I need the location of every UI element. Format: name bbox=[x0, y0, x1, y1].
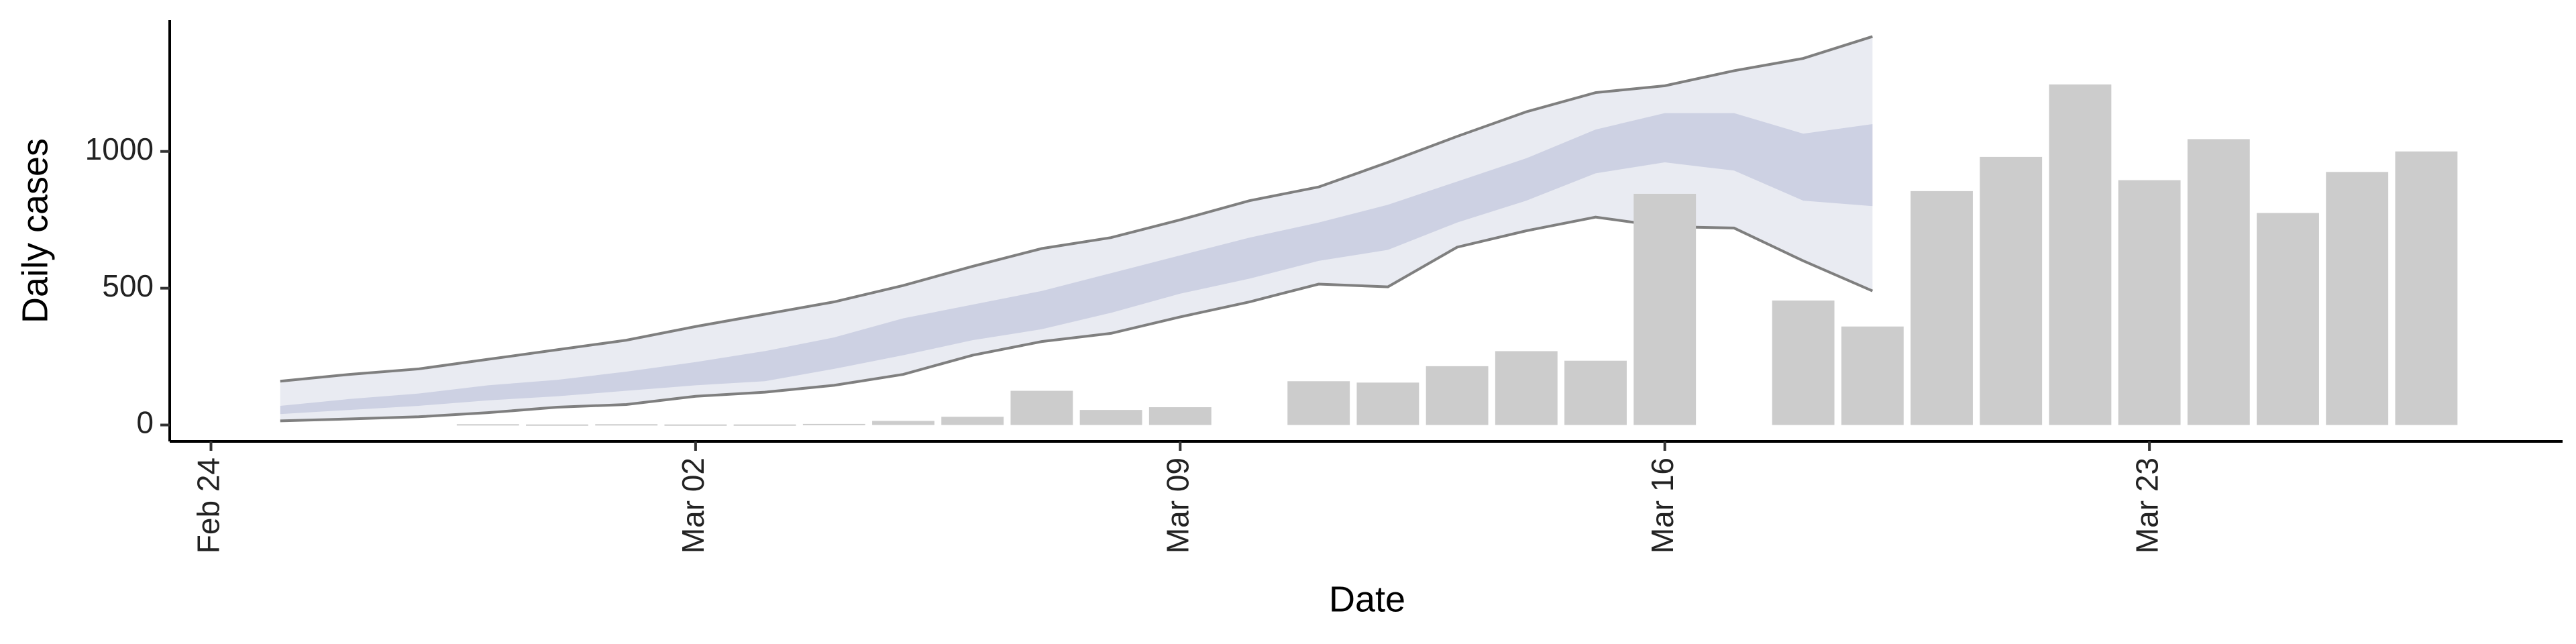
x-tick-label: Mar 16 bbox=[1645, 458, 1680, 553]
bar bbox=[1426, 366, 1489, 425]
bar bbox=[2395, 151, 2458, 425]
y-axis-title: Daily cases bbox=[15, 138, 55, 323]
bar bbox=[1564, 360, 1627, 425]
x-tick-label: Mar 09 bbox=[1160, 458, 1195, 553]
bar bbox=[1772, 300, 1835, 425]
bar bbox=[2326, 172, 2389, 425]
x-tick-label: Mar 23 bbox=[2129, 458, 2164, 553]
uncertainty-band bbox=[280, 113, 1873, 415]
bar bbox=[1010, 390, 1073, 425]
bar bbox=[1633, 193, 1697, 425]
bar bbox=[1841, 326, 1904, 425]
bar bbox=[595, 424, 658, 426]
x-axis-title: Date bbox=[1329, 579, 1405, 619]
bar bbox=[872, 421, 934, 425]
bar bbox=[2187, 139, 2250, 425]
x-tick-label: Mar 02 bbox=[676, 458, 710, 553]
bar bbox=[1980, 156, 2043, 425]
bar bbox=[941, 417, 1004, 425]
bar bbox=[2049, 84, 2112, 425]
bar bbox=[2118, 180, 2181, 425]
band-edge-line bbox=[280, 215, 1874, 423]
bar bbox=[2257, 213, 2319, 425]
bar bbox=[1079, 410, 1142, 425]
bar bbox=[802, 423, 865, 425]
uncertainty-band bbox=[280, 36, 1873, 421]
y-tick-label: 500 bbox=[102, 268, 154, 303]
band-edge-line bbox=[280, 35, 1873, 383]
bar bbox=[664, 424, 727, 426]
x-tick-label: Feb 24 bbox=[191, 458, 226, 553]
bar bbox=[1356, 382, 1419, 425]
bar bbox=[1911, 191, 1973, 425]
bar bbox=[733, 424, 796, 426]
y-tick-label: 0 bbox=[136, 405, 154, 440]
y-tick-label: 1000 bbox=[85, 131, 154, 166]
bar bbox=[1287, 381, 1350, 425]
bar bbox=[1495, 351, 1558, 425]
bar bbox=[526, 424, 588, 426]
bar bbox=[456, 424, 519, 426]
bar bbox=[1148, 407, 1212, 425]
